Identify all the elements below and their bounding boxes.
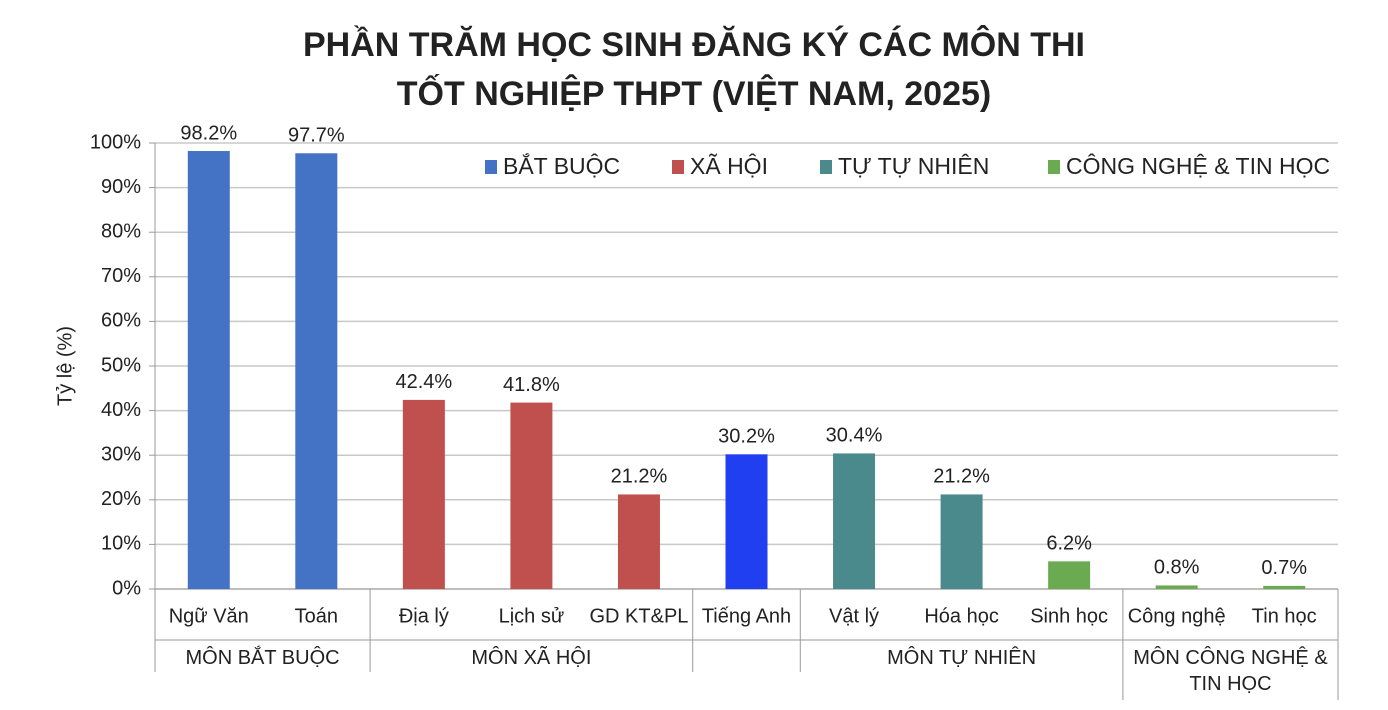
bar <box>187 151 230 589</box>
bar <box>1263 585 1306 589</box>
value-label: 42.4% <box>396 371 453 393</box>
y-tick-label: 0% <box>112 577 141 599</box>
legend-swatch <box>820 160 832 174</box>
value-label: 41.8% <box>503 374 560 396</box>
chart-title: PHẦN TRĂM HỌC SINH ĐĂNG KÝ CÁC MÔN THI <box>303 25 1085 64</box>
x-tick-label: Ngữ Văn <box>169 605 249 627</box>
y-tick-label: 50% <box>101 354 141 376</box>
legend-label: XÃ HỘI <box>690 152 768 179</box>
group-label: MÔN CÔNG NGHỆ & TIN HỌC <box>1133 647 1328 695</box>
chart-title: TỐT NGHIỆP THPT (VIỆT NAM, 2025) <box>397 74 991 113</box>
value-label: 30.4% <box>826 425 883 447</box>
y-tick-label: 80% <box>101 220 141 242</box>
bar <box>617 494 660 589</box>
y-tick-label: 70% <box>101 265 141 287</box>
y-tick-label: 40% <box>101 399 141 421</box>
value-label: 6.2% <box>1046 533 1092 555</box>
x-tick-label: Sinh học <box>1030 605 1108 627</box>
legend-label: TỰ TỰ NHIÊN <box>838 153 989 179</box>
bar <box>1048 561 1091 589</box>
value-label: 97.7% <box>288 125 345 147</box>
x-tick-label: Hóa học <box>924 605 999 627</box>
value-label: 0.8% <box>1154 557 1200 579</box>
x-tick-label: Vật lý <box>829 605 879 627</box>
x-tick-label: Tin học <box>1252 605 1317 627</box>
y-axis-label: Tỷ lệ (%) <box>54 326 76 406</box>
value-label: 0.7% <box>1261 557 1307 579</box>
legend-swatch <box>485 160 497 174</box>
bar <box>725 454 768 589</box>
bar <box>402 399 445 589</box>
y-tick-label: 30% <box>101 443 141 465</box>
value-label: 98.2% <box>180 122 237 144</box>
x-tick-label: Toán <box>295 605 338 627</box>
bar <box>940 494 983 589</box>
y-tick-label: 20% <box>101 488 141 510</box>
value-label: 21.2% <box>611 466 668 488</box>
bar <box>833 453 876 589</box>
x-tick-label: Công nghệ <box>1128 605 1226 627</box>
y-tick-label: 100% <box>90 131 141 153</box>
bar <box>1155 585 1198 589</box>
y-tick-label: 10% <box>101 533 141 555</box>
x-tick-label: Lịch sử <box>499 605 565 627</box>
x-tick-label: Địa lý <box>399 605 449 627</box>
group-label: MÔN TỰ NHIÊN <box>887 647 1037 669</box>
legend-label: BẮT BUỘC <box>503 152 620 179</box>
legend-swatch <box>1048 160 1060 174</box>
legend-swatch <box>672 160 684 174</box>
legend-label: CÔNG NGHỆ & TIN HỌC <box>1066 152 1330 179</box>
group-label: MÔN BẮT BUỘC <box>185 647 340 669</box>
bar <box>295 153 338 589</box>
bar <box>510 402 553 589</box>
group-label: MÔN XÃ HỘI <box>471 647 592 669</box>
value-label: 30.2% <box>718 426 775 448</box>
y-tick-label: 90% <box>101 176 141 198</box>
value-label: 21.2% <box>933 466 990 488</box>
x-tick-label: Tiếng Anh <box>702 605 791 627</box>
x-tick-label: GD KT&PL <box>589 605 688 627</box>
y-tick-label: 60% <box>101 310 141 332</box>
